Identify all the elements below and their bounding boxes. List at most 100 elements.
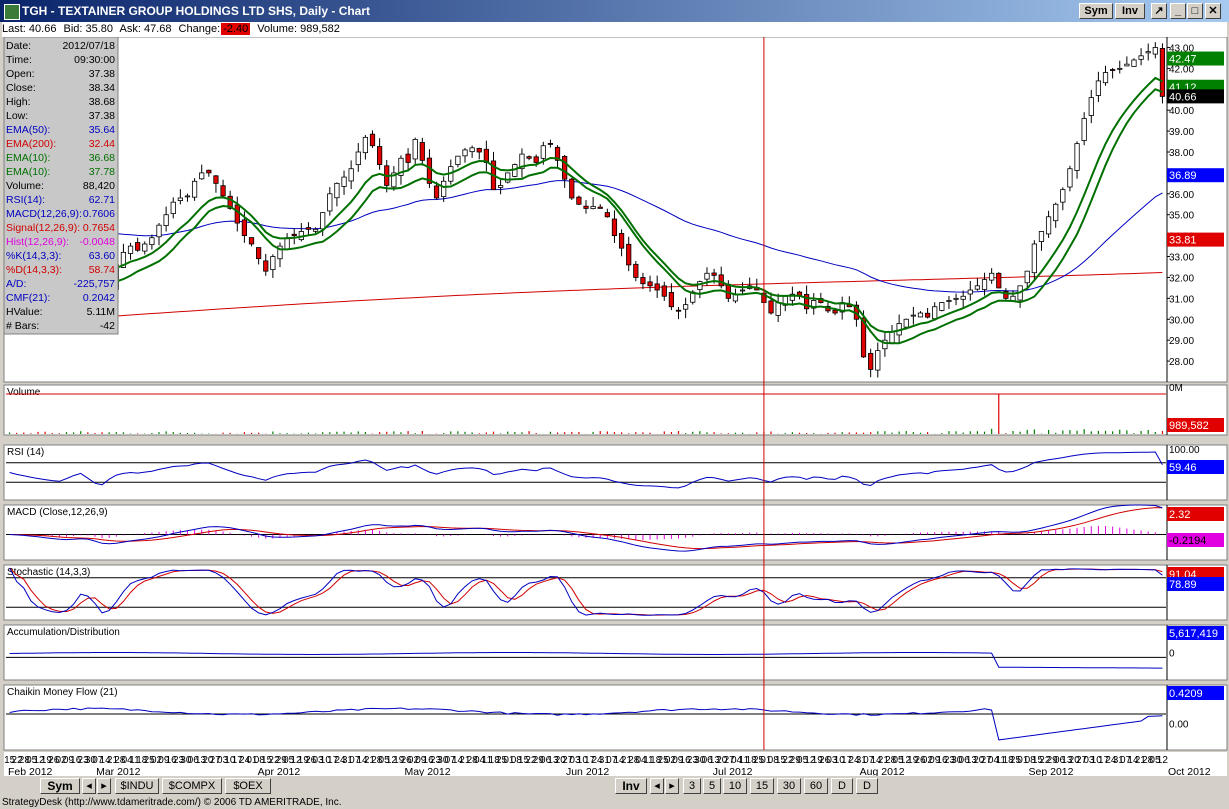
chart-area[interactable]: 28.0029.0030.0031.0032.0033.0034.0035.00…: [0, 37, 1229, 776]
period-d-2[interactable]: D: [856, 778, 878, 794]
x-tick-label-29: 03: [217, 755, 229, 766]
x-tick-label-25: 06: [188, 755, 200, 766]
left-arrow-icon-2[interactable]: ◂: [650, 778, 664, 794]
x-tick-label-120: 28: [885, 755, 897, 766]
x-tick-label-95: 06: [702, 755, 714, 766]
x-tick-label-23: 23: [173, 755, 185, 766]
inv-button[interactable]: Inv: [1115, 3, 1145, 19]
indicator-panels[interactable]: Volume RSI (14) MACD (Close,12,26,9) Stocha…: [3, 37, 1228, 751]
symbol-tab-oex[interactable]: $OEX: [225, 778, 271, 794]
candle-body-27: [199, 172, 205, 180]
data-box-label-17: A/D:: [6, 278, 26, 290]
candle-body-72: [519, 153, 525, 170]
x-tick-label-45: 24: [334, 755, 346, 766]
x-tick-label-76: 27: [562, 755, 574, 766]
right-arrow-icon-2[interactable]: ▸: [665, 778, 679, 794]
candle-body-70: [505, 172, 511, 183]
candle-body-144: [1031, 243, 1037, 274]
data-box-label-13: Signal(12,26,9):: [6, 222, 80, 234]
candle-body-153: [1095, 80, 1101, 96]
panel-tag-bg-2-0: [1167, 507, 1224, 521]
minimize-icon[interactable]: _: [1170, 3, 1186, 19]
x-tick-label-138: 01: [1017, 755, 1029, 766]
period-10[interactable]: 10: [723, 778, 747, 794]
x-tick-label-104: 08: [768, 755, 780, 766]
period-5[interactable]: 5: [703, 778, 721, 794]
candle-body-47: [341, 176, 347, 187]
sym-tab-button[interactable]: Sym: [40, 778, 80, 794]
symbol-tab-indu[interactable]: $INDU: [115, 778, 159, 794]
right-arrow-icon[interactable]: ▸: [97, 778, 111, 794]
data-box-label-14: Hist(12,26,9):: [6, 236, 69, 248]
x-tick-label-136: 18: [1003, 755, 1015, 766]
candle-body-95: [683, 304, 689, 310]
x-axis-bg: [4, 752, 1227, 776]
x-tick-label-83: 14: [613, 755, 625, 766]
x-tick-label-156: 05: [1149, 755, 1161, 766]
period-30[interactable]: 30: [777, 778, 801, 794]
candle-body-55: [398, 157, 404, 176]
x-tick-label-3: 05: [26, 755, 38, 766]
period-3[interactable]: 3: [683, 778, 701, 794]
left-arrow-icon[interactable]: ◂: [82, 778, 96, 794]
x-tick-label-68: 01: [503, 755, 515, 766]
x-tick-label-114: 17: [841, 755, 853, 766]
period-15[interactable]: 15: [750, 778, 774, 794]
x-tick-label-11: 30: [85, 755, 97, 766]
x-tick-label-112: 03: [826, 755, 838, 766]
candle-body-107: [768, 300, 774, 314]
candle-body-36: [263, 260, 269, 272]
x-tick-label-99: 04: [731, 755, 743, 766]
panel-axis-label-5-0: 0.00: [1169, 720, 1189, 731]
period-60[interactable]: 60: [804, 778, 828, 794]
x-tick-label-101: 18: [746, 755, 758, 766]
sym-button[interactable]: Sym: [1079, 3, 1113, 19]
candle-body-59: [426, 157, 433, 184]
panel-bg-3: [3, 564, 1228, 621]
candle-body-86: [618, 233, 625, 249]
x-tick-label-86: 04: [636, 755, 648, 766]
candle-body-94: [675, 309, 682, 312]
price-panel[interactable]: 28.0029.0030.0031.0032.0033.0034.0035.00…: [3, 37, 1228, 383]
x-tick-label-103: 01: [760, 755, 772, 766]
x-tick-label-43: 10: [320, 755, 332, 766]
data-box-value-4: 38.68: [89, 96, 115, 108]
x-tick-label-151: 31: [1113, 755, 1125, 766]
x-tick-label-142: 29: [1047, 755, 1059, 766]
close-icon[interactable]: ✕: [1205, 3, 1221, 19]
data-box-value-15: 63.60: [89, 250, 115, 262]
panel-tag-2-1: -0.2194: [1169, 535, 1206, 547]
panel-tag-bg-2-1: [1167, 533, 1224, 547]
candle-body-83: [597, 206, 603, 209]
x-month-label-1: Mar 2012: [96, 766, 141, 776]
popout-icon[interactable]: ↗: [1151, 3, 1167, 19]
x-tick-label-150: 24: [1105, 755, 1117, 766]
candle-body-69: [497, 185, 504, 188]
candle-body-150: [1074, 143, 1080, 171]
inv-tab-button[interactable]: Inv: [615, 778, 647, 794]
candle-body-21: [156, 224, 162, 238]
candle-body-64: [462, 149, 468, 157]
data-box-value-9: 37.78: [89, 166, 115, 178]
price-tick-label-5: 33.00: [1169, 253, 1194, 264]
x-tick-label-144: 13: [1061, 755, 1073, 766]
candle-body-157: [1124, 63, 1130, 67]
x-tick-label-59: 30: [437, 755, 449, 766]
x-tick-label-78: 10: [577, 755, 589, 766]
x-tick-label-70: 15: [518, 755, 530, 766]
x-tick-label-100: 11: [739, 755, 750, 766]
x-tick-label-35: 15: [261, 755, 273, 766]
x-month-label-0: Feb 2012: [8, 766, 53, 776]
x-tick-label-61: 14: [452, 755, 464, 766]
x-month-label-8: Oct 2012: [1168, 766, 1211, 776]
x-tick-label-37: 29: [276, 755, 288, 766]
period-d[interactable]: D: [831, 778, 853, 794]
candle-body-158: [1131, 59, 1137, 67]
x-tick-label-116: 31: [856, 755, 868, 766]
candle-body-100: [718, 274, 724, 287]
x-tick-label-63: 28: [467, 755, 479, 766]
candle-body-74: [533, 156, 539, 163]
symbol-tab-compx[interactable]: $COMPX: [162, 778, 222, 794]
x-tick-label-4: 12: [33, 755, 45, 766]
maximize-icon[interactable]: □: [1187, 3, 1203, 19]
